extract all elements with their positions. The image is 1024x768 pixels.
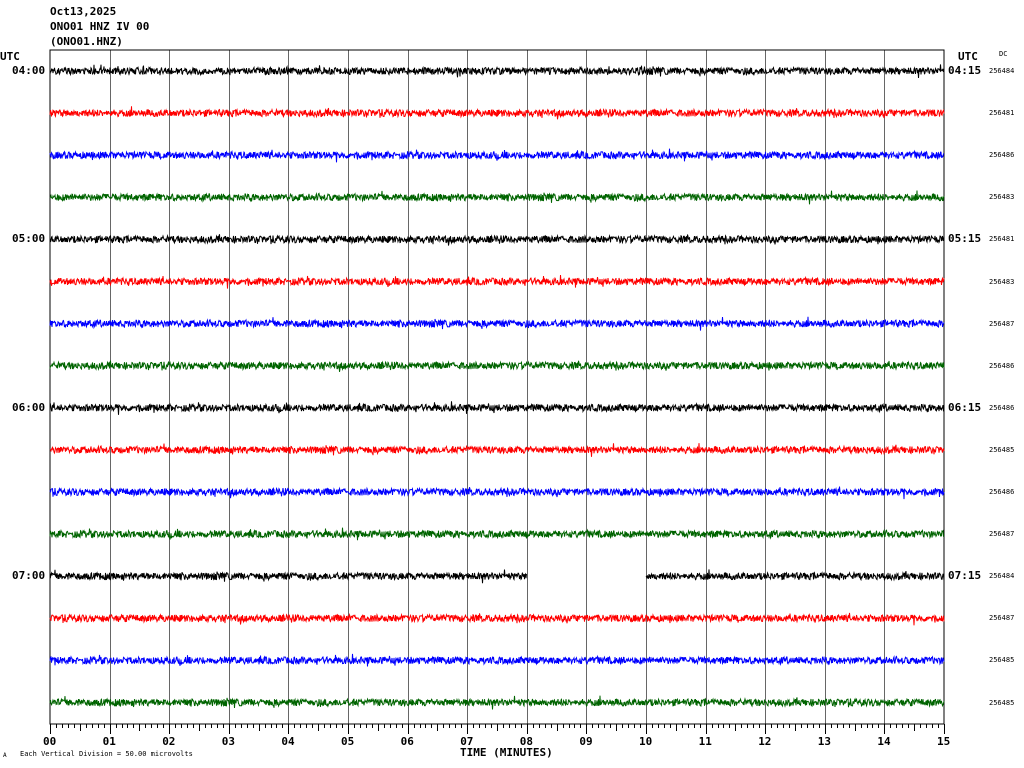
left-time-label: 05:00: [12, 232, 46, 246]
x-tick-label: 04: [281, 735, 295, 748]
trace-row-1: [49, 106, 945, 120]
x-tick-label: 02: [162, 735, 176, 748]
trace-row-12: [49, 569, 527, 584]
trace-row-8: [49, 401, 945, 415]
dc-value-label: 256481: [989, 235, 1015, 244]
right-time-label: 04:15: [948, 64, 982, 77]
dc-value-label: 256486: [989, 403, 1015, 412]
dc-value-label: 256481: [989, 109, 1015, 118]
trace-row-6: [49, 316, 945, 331]
dc-value-label: 256487: [989, 530, 1015, 539]
dc-value-label: 256486: [989, 151, 1015, 160]
right-time-label: 06:15: [948, 400, 982, 414]
trace-row-15: [49, 695, 945, 710]
x-tick-label: 11: [698, 735, 712, 748]
left-time-label: 06:00: [12, 400, 46, 414]
right-time-label: 05:15: [948, 232, 982, 246]
trace-row-14: [49, 653, 945, 667]
x-tick-label: 15: [937, 735, 951, 748]
trace-row-5: [49, 274, 945, 289]
trace-row-2: [49, 148, 945, 163]
dc-value-label: 256484: [989, 572, 1015, 581]
channel-label: (ONO01.HNZ): [50, 35, 123, 48]
x-tick-label: 05: [341, 735, 355, 748]
dc-value-label: 256487: [989, 319, 1015, 328]
footer-scale-note: Each Vertical Division = 50.00 microvolt…: [20, 750, 193, 758]
left-time-label: 04:00: [12, 64, 46, 77]
x-axis-title: TIME (MINUTES): [460, 746, 553, 759]
x-tick-label: 01: [102, 735, 116, 748]
date-label: Oct13,2025: [50, 5, 117, 18]
x-tick-label: 13: [817, 735, 832, 748]
dc-value-label: 256486: [989, 488, 1015, 496]
x-tick-label: 07: [460, 735, 474, 748]
trace-row-13: [49, 612, 945, 626]
trace-row-3: [49, 190, 945, 205]
plot-frame: [49, 49, 945, 725]
dc-value-label: 256485: [989, 698, 1015, 707]
x-tick-label: 06: [400, 735, 414, 748]
dc-value-label: 256486: [989, 361, 1015, 370]
trace-row-4: [49, 233, 945, 246]
utc-left-label: UTC: [0, 50, 20, 63]
x-tick-label: 08: [519, 735, 534, 748]
trace-row-0: [49, 64, 945, 79]
trace-row-10: [49, 486, 945, 500]
x-tick-label: 14: [877, 735, 891, 748]
left-time-label: 07:00: [12, 569, 46, 583]
trace-row-12: [645, 569, 945, 582]
utc-right-label: UTC: [958, 50, 978, 63]
dc-value-label: 256485: [989, 656, 1015, 665]
dc-header-label: DC: [999, 50, 1008, 58]
station-label: ONO01 HNZ IV 00: [50, 20, 150, 33]
x-tick-label: 03: [221, 735, 236, 748]
x-tick-label: 00: [43, 735, 57, 748]
dc-value-label: 256483: [989, 277, 1015, 286]
right-time-label: 07:15: [948, 569, 982, 583]
dc-value-label: 256483: [989, 193, 1015, 202]
trace-row-7: [49, 360, 945, 372]
footer-mark: A: [3, 752, 7, 759]
dc-value-label: 256485: [989, 445, 1015, 454]
trace-row-11: [49, 527, 945, 541]
x-tick-label: 10: [639, 735, 653, 748]
dc-value-label: 256484: [989, 67, 1015, 75]
dc-value-label: 256487: [989, 614, 1015, 623]
trace-row-9: [49, 443, 945, 457]
x-tick-label: 12: [758, 735, 772, 748]
x-tick-label: 09: [579, 735, 593, 748]
